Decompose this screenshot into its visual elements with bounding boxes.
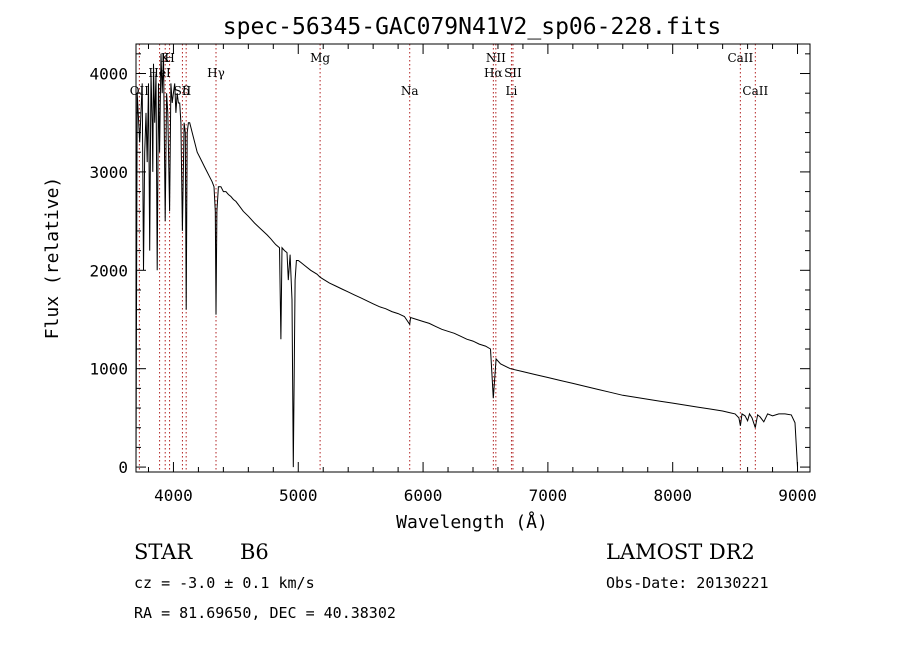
- redshift-velocity: cz = -3.0 ± 0.1 km/s: [134, 574, 315, 592]
- line-label-10: Hα: [484, 66, 503, 80]
- line-label-7: Mg: [310, 51, 330, 65]
- line-label-13: CaII: [727, 51, 753, 65]
- line-label-4: δ: [183, 84, 190, 98]
- line-label-1: K: [161, 51, 171, 65]
- x-axis-label: Wavelength (Å): [396, 511, 548, 533]
- y-tick-label: 4000: [89, 65, 128, 84]
- line-label-11: SII: [504, 66, 522, 80]
- line-label-0: OII: [130, 84, 150, 98]
- x-axis-ticks: 4000 5000 6000 7000 8000 9000: [147, 44, 817, 505]
- x-tick-label: 9000: [778, 486, 817, 505]
- line-label-9: NII: [486, 51, 506, 65]
- spectrum-line: [135, 53, 798, 468]
- x-tick-label: 5000: [279, 486, 318, 505]
- spectral-line-markers: [138, 44, 756, 472]
- observation-date: Obs-Date: 20130221: [606, 574, 769, 592]
- survey-name: LAMOST DR2: [606, 540, 755, 564]
- line-label-12: Li: [506, 84, 518, 98]
- chart-title: spec-56345-GAC079N41V2_sp06-228.fits: [223, 14, 722, 40]
- x-tick-label: 6000: [404, 486, 443, 505]
- y-tick-label: 2000: [89, 261, 128, 280]
- y-axis-label: Flux (relative): [42, 177, 63, 340]
- line-label-14: CaII: [742, 84, 768, 98]
- object-subclass: B6: [240, 540, 269, 564]
- y-tick-label: 1000: [89, 360, 128, 379]
- plot-frame: [135, 43, 811, 473]
- line-label-2: H: [164, 51, 174, 65]
- object-class: STAR: [134, 540, 193, 564]
- sky-coordinates: RA = 81.69650, DEC = 40.38302: [134, 604, 396, 622]
- y-tick-label: 3000: [89, 163, 128, 182]
- x-tick-label: 4000: [154, 486, 193, 505]
- y-tick-label: 0: [118, 458, 128, 477]
- line-label-6: Hγ: [207, 66, 225, 80]
- line-label-8: Na: [401, 84, 419, 98]
- y-axis-ticks: 0 1000 2000 3000 4000: [89, 53, 810, 477]
- line-label-3: HeI: [148, 66, 171, 80]
- x-tick-label: 7000: [529, 486, 568, 505]
- x-tick-label: 8000: [653, 486, 692, 505]
- line-label-5: SII: [174, 84, 192, 98]
